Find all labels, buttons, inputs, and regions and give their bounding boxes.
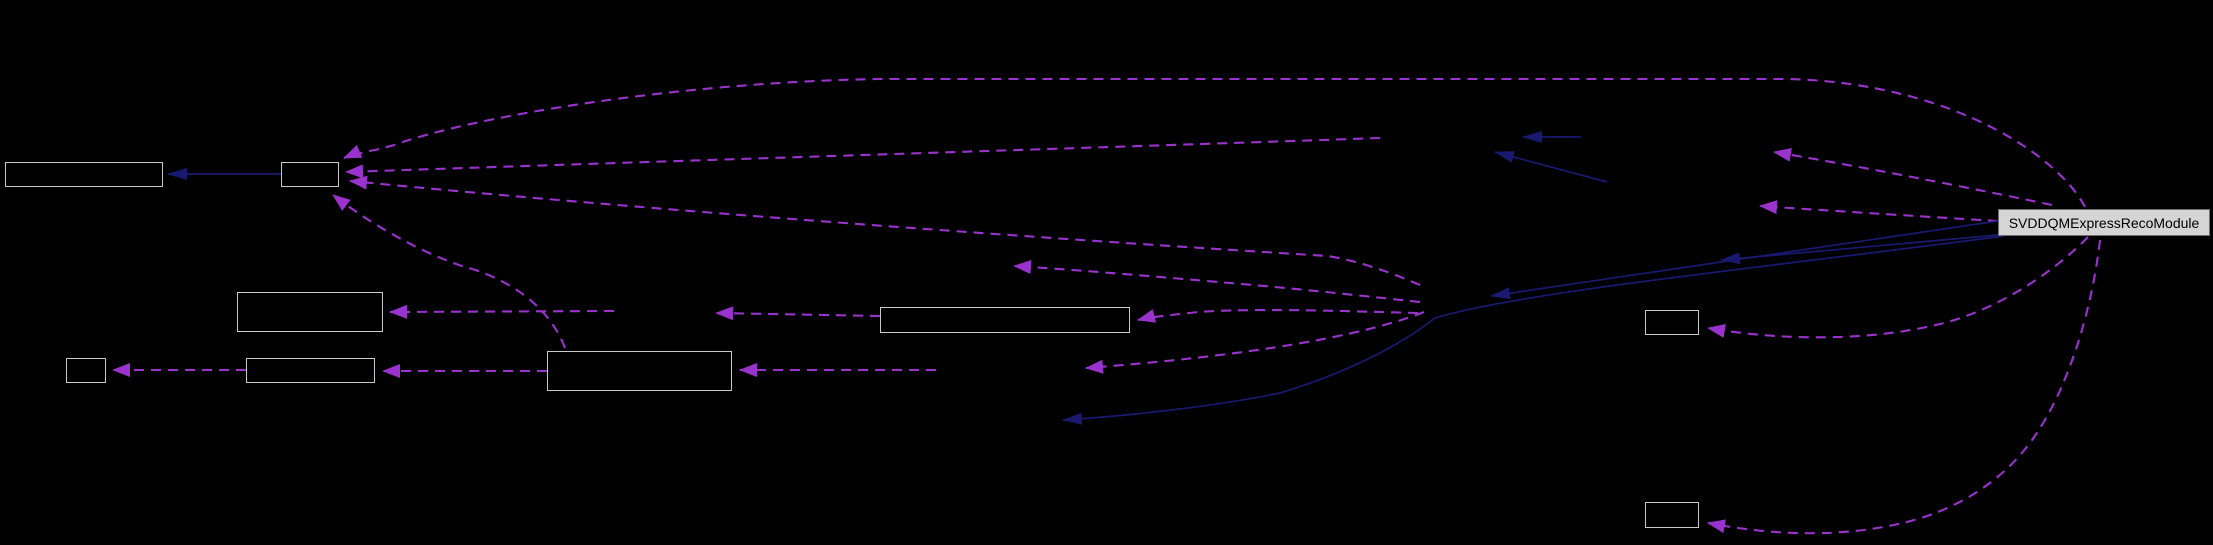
edge-dashed-label-to-hidden-left (1759, 200, 1999, 223)
edge-dashed-label-to-h (1707, 236, 2089, 339)
node-box-a[interactable] (5, 162, 163, 187)
edge-dashed-to-g (1137, 308, 1419, 323)
edge-solid-diagonal (1494, 151, 1608, 183)
edge-dashed-label-to-hidden-upper (1773, 147, 2053, 207)
node-box-b[interactable] (281, 162, 339, 187)
node-box-i[interactable] (1645, 502, 1699, 528)
node-box-c[interactable] (237, 292, 383, 332)
edge-dashed-to-b-upper (345, 136, 1381, 179)
edge-dashed-to-c (389, 304, 615, 319)
node-box-h[interactable] (1645, 310, 1699, 335)
edge-dashed-top-arc (343, 77, 2086, 208)
node-box-d[interactable] (66, 358, 106, 383)
main-node-svddqmexpressrecomodule[interactable]: SVDDQMExpressRecoModule (1998, 209, 2210, 236)
main-node-label: SVDDQMExpressRecoModule (2008, 214, 2200, 231)
edge-dashed-f-to-b (332, 194, 566, 349)
edge-solid-label-curve (1062, 235, 2005, 425)
edge-dashed-g-to-hidden (715, 306, 881, 321)
edge-solid-label-lower (1490, 220, 1999, 300)
node-box-e[interactable] (246, 358, 375, 383)
edge-dashed-to-b-lower (349, 175, 1421, 286)
node-box-g[interactable] (880, 307, 1130, 333)
node-box-f[interactable] (547, 351, 732, 391)
edge-dashed-to-hidden-mid (1013, 260, 1421, 304)
edge-dashed-label-to-i (1707, 239, 2102, 535)
edge-dashed-to-hidden-n1 (1085, 311, 1425, 374)
